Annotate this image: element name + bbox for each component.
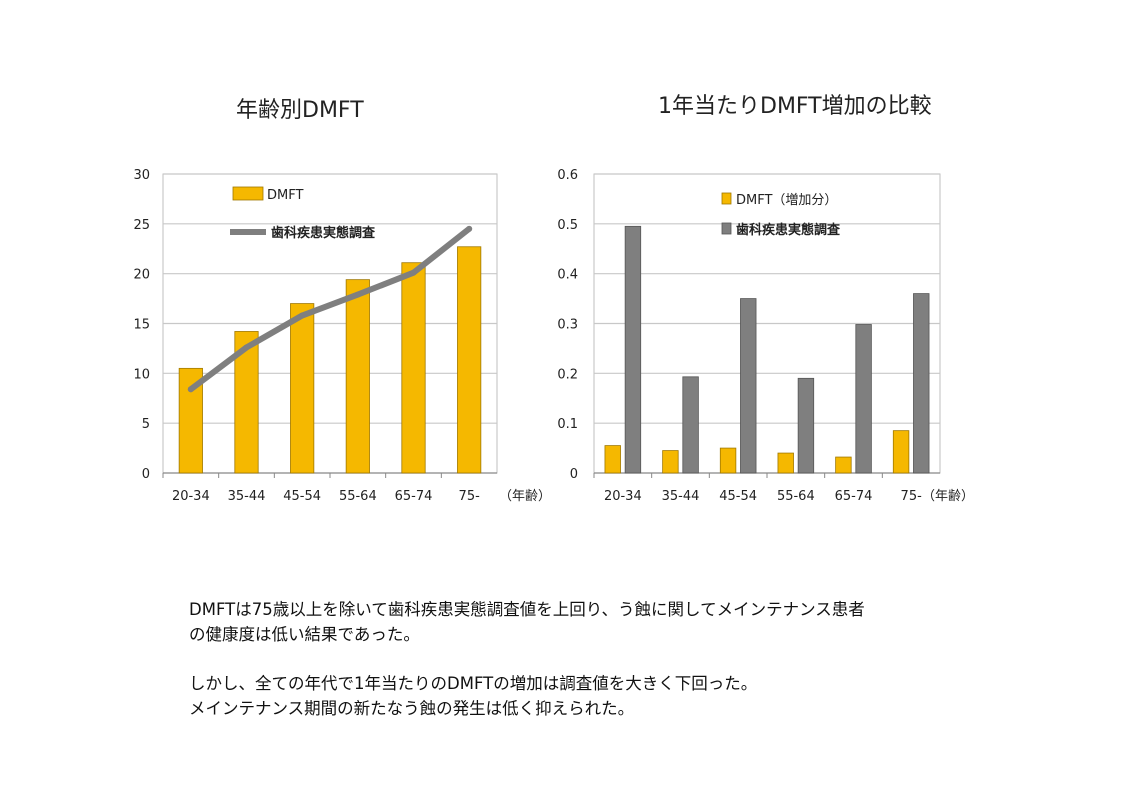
conclusion-1-line-2: の健康度は低い結果であった。 <box>189 625 420 644</box>
chart2-bar-dmft-increase <box>777 452 794 474</box>
chart1-legend-label-survey: 歯科疾患実態調査 <box>271 225 376 241</box>
chart2-bar-dmft-increase <box>719 447 737 474</box>
chart1-bar-dmft <box>345 279 370 474</box>
chart2-bar-survey <box>913 293 930 474</box>
chart2-xtick-label: 20-34 <box>604 489 642 504</box>
chart2-xtick-label: 45-54 <box>719 489 757 504</box>
chart2-ytick-label: 0.4 <box>557 268 578 283</box>
chart2-bar-dmft-increase <box>662 450 679 474</box>
chart1-ytick-label: 20 <box>133 268 150 283</box>
chart1-line-point <box>299 312 306 319</box>
chart2-x-unit-label: （年齢） <box>922 489 974 504</box>
chart1-ytick-label: 10 <box>133 367 150 382</box>
chart1-bar-dmft <box>457 246 482 474</box>
chart1-line-point <box>243 344 250 351</box>
chart2-xtick-label: 35-44 <box>662 489 700 504</box>
chart2-bar-survey <box>740 298 757 474</box>
chart1-xtick-label: 35-44 <box>228 489 266 504</box>
chart2-bar-survey <box>797 377 815 474</box>
chart2-legend-label-dmft: DMFT（増加分） <box>736 193 837 208</box>
chart2-xtick-label: 55-64 <box>777 489 815 504</box>
chart1-ytick-label: 30 <box>133 168 150 183</box>
chart2-ytick-label: 0.5 <box>557 218 578 233</box>
chart2-bar-survey <box>682 376 699 474</box>
chart1-legend-swatch-dmft <box>232 186 264 201</box>
conclusion-paragraph-2: しかし、全ての年代で1年当たりのDMFTの増加は調査値を大きく下回った。 メイン… <box>189 671 757 721</box>
chart2-bar-dmft-increase <box>892 430 910 474</box>
chart1-bar-dmft <box>290 303 315 474</box>
chart1-line-point <box>187 386 194 393</box>
chart2-ytick-label: 0.6 <box>557 168 578 183</box>
chart1-xtick-label: 20-34 <box>172 489 210 504</box>
chart1-line-point <box>354 291 361 298</box>
conclusion-paragraph-1: DMFTは75歳以上を除いて歯科疾患実態調査値を上回り、う蝕に関してメインテナン… <box>189 597 865 647</box>
chart1-bar-dmft <box>178 367 203 474</box>
chart2-legend-label-survey: 歯科疾患実態調査 <box>736 222 841 238</box>
chart2-ytick-label: 0.3 <box>557 318 578 333</box>
chart2-ytick-label: 0 <box>570 467 578 482</box>
chart1-line-point <box>466 225 473 232</box>
chart1-x-unit-label: （年齢） <box>499 489 551 504</box>
chart2-bar-survey <box>855 324 872 474</box>
chart1-xtick-label: 55-64 <box>339 489 377 504</box>
chart1-ytick-label: 15 <box>133 318 150 333</box>
chart2-xtick-label: 65-74 <box>835 489 873 504</box>
chart1-xtick-label: 45-54 <box>283 489 321 504</box>
chart1-bar-dmft <box>401 262 426 474</box>
chart-title-left: 年齢別DMFT <box>236 98 364 123</box>
chart2-bar-survey <box>624 225 642 474</box>
chart2-ytick-label: 0.1 <box>557 417 578 432</box>
chart2-legend-swatch-survey <box>721 222 732 235</box>
chart1-ytick-label: 5 <box>142 417 150 432</box>
chart1-bar-dmft <box>234 331 259 474</box>
chart1-xtick-label: 75- <box>459 489 481 504</box>
chart2-ytick-label: 0.2 <box>557 367 578 382</box>
chart1-legend-label-dmft: DMFT <box>267 188 303 203</box>
chart2-legend-swatch-dmft <box>721 192 732 205</box>
chart2-xtick-label: 75- <box>901 489 923 504</box>
conclusion-1-line-1: DMFTは75歳以上を除いて歯科疾患実態調査値を上回り、う蝕に関してメインテナン… <box>189 600 865 619</box>
chart-title-right: 1年当たりDMFT増加の比較 <box>658 94 932 119</box>
chart1-ytick-label: 25 <box>133 218 150 233</box>
conclusion-2-line-2: メインテナンス期間の新たなう蝕の発生は低く抑えられた。 <box>189 699 635 718</box>
chart1-xtick-label: 65-74 <box>395 489 433 504</box>
chart2-bar-dmft-increase <box>604 445 621 474</box>
conclusion-2-line-1: しかし、全ての年代で1年当たりのDMFTの増加は調査値を大きく下回った。 <box>189 674 758 693</box>
chart1-ytick-label: 0 <box>142 467 150 482</box>
chart1-line-point <box>410 269 417 276</box>
chart1-line-survey <box>187 225 473 393</box>
chart2-bar-dmft-increase <box>835 456 852 474</box>
